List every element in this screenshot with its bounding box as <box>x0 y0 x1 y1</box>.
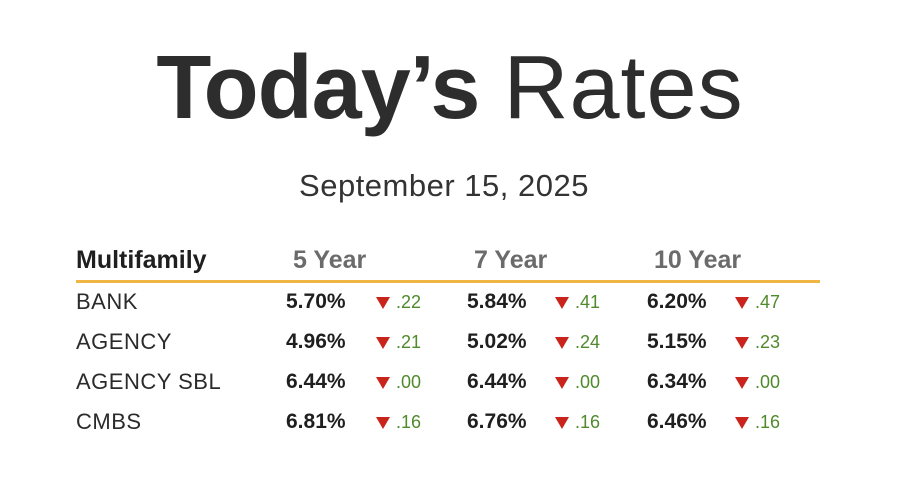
rate-5-year: 5.70% <box>286 290 346 313</box>
down-triangle-icon <box>555 297 569 309</box>
change-10-year: .23 <box>735 327 780 357</box>
change-value: .16 <box>755 412 781 432</box>
change-7-year: .24 <box>555 327 600 357</box>
change-value: .47 <box>755 292 781 312</box>
page-title: Today’s Rates <box>0 38 900 138</box>
change-10-year: .16 <box>735 407 780 437</box>
row-label: CMBS <box>76 409 142 434</box>
change-value: .24 <box>575 332 601 352</box>
change-5-year: .00 <box>376 367 421 397</box>
rate-10-year: 6.34% <box>647 370 707 393</box>
change-5-year: .16 <box>376 407 421 437</box>
header-divider <box>76 280 820 283</box>
change-value: .16 <box>575 412 601 432</box>
table-body: BANK 5.70% .22 5.84% .41 6.20% .47 AGENC… <box>76 283 820 443</box>
change-5-year: .22 <box>376 287 421 317</box>
change-7-year: .00 <box>555 367 600 397</box>
change-value: .23 <box>755 332 781 352</box>
table-row: AGENCY SBL 6.44% .00 6.44% .00 6.34% .00 <box>76 363 820 403</box>
down-triangle-icon <box>555 337 569 349</box>
down-triangle-icon <box>376 377 390 389</box>
rate-10-year: 5.15% <box>647 330 707 353</box>
rate-5-year: 6.81% <box>286 410 346 433</box>
row-label: AGENCY <box>76 329 172 354</box>
rate-7-year: 5.84% <box>467 290 527 313</box>
rates-table: Multifamily 5 Year 7 Year 10 Year BANK 5… <box>76 240 820 434</box>
title-light: Rates <box>503 38 744 138</box>
rate-7-year: 5.02% <box>467 330 527 353</box>
table-row: AGENCY 4.96% .21 5.02% .24 5.15% .23 <box>76 323 820 363</box>
change-value: .21 <box>396 332 422 352</box>
change-value: .22 <box>396 292 422 312</box>
down-triangle-icon <box>555 377 569 389</box>
row-label: BANK <box>76 289 138 314</box>
change-value: .00 <box>755 372 781 392</box>
down-triangle-icon <box>735 297 749 309</box>
rates-date: September 15, 2025 <box>299 168 589 203</box>
rate-5-year: 4.96% <box>286 330 346 353</box>
down-triangle-icon <box>735 337 749 349</box>
rate-5-year: 6.44% <box>286 370 346 393</box>
title-bold: Today’s <box>156 38 480 138</box>
change-value: .00 <box>396 372 422 392</box>
change-value: .16 <box>396 412 422 432</box>
change-5-year: .21 <box>376 327 421 357</box>
rate-7-year: 6.76% <box>467 410 527 433</box>
down-triangle-icon <box>376 417 390 429</box>
table-header: Multifamily 5 Year 7 Year 10 Year <box>76 240 820 280</box>
table-row: CMBS 6.81% .16 6.76% .16 6.46% .16 <box>76 403 820 443</box>
rate-10-year: 6.20% <box>647 290 707 313</box>
header-5-year: 5 Year <box>293 246 367 274</box>
header-7-year: 7 Year <box>474 246 548 274</box>
down-triangle-icon <box>735 377 749 389</box>
change-value: .41 <box>575 292 601 312</box>
table-row: BANK 5.70% .22 5.84% .41 6.20% .47 <box>76 283 820 323</box>
header-multifamily: Multifamily <box>76 246 207 274</box>
row-label: AGENCY SBL <box>76 369 222 394</box>
rate-10-year: 6.46% <box>647 410 707 433</box>
change-10-year: .47 <box>735 287 780 317</box>
change-7-year: .16 <box>555 407 600 437</box>
change-value: .00 <box>575 372 601 392</box>
down-triangle-icon <box>735 417 749 429</box>
down-triangle-icon <box>376 297 390 309</box>
header-10-year: 10 Year <box>654 246 742 274</box>
change-10-year: .00 <box>735 367 780 397</box>
rate-7-year: 6.44% <box>467 370 527 393</box>
down-triangle-icon <box>376 337 390 349</box>
change-7-year: .41 <box>555 287 600 317</box>
down-triangle-icon <box>555 417 569 429</box>
